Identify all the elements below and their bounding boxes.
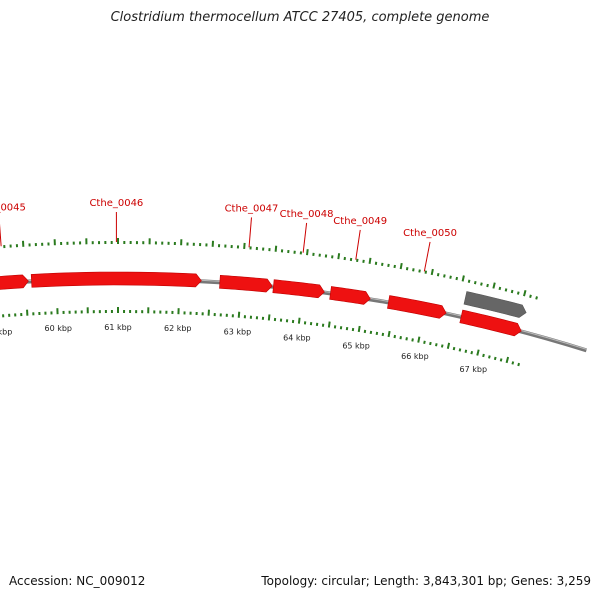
major-tick [463, 275, 464, 281]
minor-tick [512, 290, 513, 293]
minor-tick [388, 264, 389, 267]
scale-label: 60 kbp [44, 324, 72, 333]
minor-tick [394, 265, 395, 268]
gene-label-leader [356, 230, 360, 260]
gene-label-leader [249, 217, 251, 247]
major-tick [276, 246, 277, 252]
minor-tick [383, 333, 384, 336]
gene-label-leader [303, 223, 306, 253]
minor-tick [501, 358, 502, 361]
major-tick [299, 318, 300, 324]
minor-tick [426, 271, 427, 274]
minor-tick [530, 295, 531, 298]
minor-tick [454, 347, 455, 350]
major-tick [401, 263, 402, 269]
minor-tick [518, 363, 519, 366]
minor-tick [489, 355, 490, 358]
minor-tick [456, 277, 457, 280]
minor-tick [500, 287, 501, 290]
minor-tick [436, 343, 437, 346]
summary-text: Topology: circular; Length: 3,843,301 bp… [261, 574, 591, 588]
scale-label: 65 kbp [342, 342, 370, 351]
minor-tick [438, 273, 439, 276]
gene-arrow-cthe_0047[interactable] [219, 275, 272, 292]
gene-arrow-cthe_0049[interactable] [330, 286, 371, 304]
major-tick [307, 249, 308, 255]
minor-tick [406, 337, 407, 340]
gene-label: Cthe_0047 [225, 203, 279, 214]
gene-track [0, 272, 526, 336]
minor-tick [536, 296, 537, 299]
minor-tick [413, 268, 414, 271]
major-tick [338, 253, 339, 259]
minor-tick [424, 341, 425, 344]
minor-tick [450, 276, 451, 279]
minor-tick [487, 284, 488, 287]
gene-label: Cthe_0048 [280, 209, 334, 220]
outer-tick-track [0, 238, 537, 299]
scale-label: 63 kbp [224, 328, 252, 337]
scale-label-layer: 59 kbp 60 kbp 61 kbp 62 kbp 63 kbp 64 kbp 65 k… [0, 323, 487, 374]
gene-label-layer: Cthe_0045Cthe_0046Cthe_0047Cthe_0048Cthe… [0, 198, 457, 271]
major-tick [524, 290, 526, 296]
gene-label: Cthe_0046 [89, 198, 143, 209]
major-tick [448, 343, 449, 349]
minor-tick [466, 350, 467, 353]
gene-arrow-cthe_0050[interactable] [387, 296, 446, 319]
accession-text: Accession: NC_009012 [9, 574, 145, 588]
gene-arrow-cthe_0048[interactable] [273, 280, 325, 298]
map-title: Clostridium thermocellum ATCC 27405, com… [0, 10, 600, 25]
minor-tick [400, 336, 401, 339]
minor-tick [419, 270, 420, 273]
major-tick [493, 283, 494, 289]
minor-tick [483, 354, 484, 357]
major-tick [418, 337, 419, 343]
scale-label: 59 kbp [0, 328, 12, 337]
major-tick [389, 331, 390, 337]
minor-tick [495, 357, 496, 360]
minor-tick [412, 338, 413, 341]
minor-tick [512, 362, 513, 365]
gene-arrow-cthe_0045[interactable] [0, 275, 28, 291]
gene-arrow-cthe_0046[interactable] [31, 272, 201, 287]
minor-tick [460, 348, 461, 351]
minor-tick [471, 351, 472, 354]
major-tick [359, 326, 360, 332]
minor-tick [394, 335, 395, 338]
minor-tick [430, 342, 431, 345]
minor-tick [469, 280, 470, 283]
minor-tick [506, 289, 507, 292]
gene-label: Cthe_0049 [333, 216, 387, 227]
gene-label: Cthe_0045 [0, 202, 26, 213]
scale-label: 61 kbp [104, 323, 132, 332]
major-tick [507, 357, 509, 363]
major-tick [370, 258, 371, 264]
minor-tick [518, 292, 519, 295]
scale-label: 66 kbp [401, 352, 429, 361]
major-tick [329, 322, 330, 328]
scale-label: 67 kbp [460, 365, 488, 374]
major-tick [432, 269, 433, 275]
gene-label-leader [424, 242, 430, 271]
minor-tick [377, 332, 378, 335]
gene-label-leader [0, 216, 1, 246]
scale-label: 64 kbp [283, 334, 311, 343]
major-tick [269, 314, 270, 320]
minor-tick [407, 267, 408, 270]
minor-tick [481, 283, 482, 286]
minor-tick [475, 281, 476, 284]
minor-tick [442, 345, 443, 348]
gene-label: Cthe_0050 [403, 228, 457, 239]
scale-label: 62 kbp [164, 324, 192, 333]
minor-tick [444, 274, 445, 277]
major-tick [477, 350, 478, 356]
